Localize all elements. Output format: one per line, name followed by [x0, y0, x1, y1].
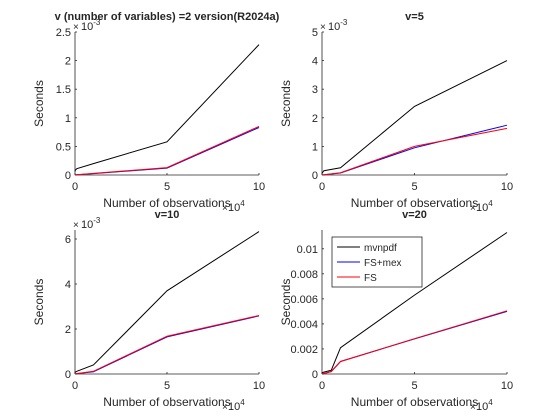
series-line-mvnpdf: [321, 60, 508, 174]
y-tick-label: 0.006: [290, 294, 318, 306]
chart-title: v=5: [405, 11, 424, 23]
series-line-fs: [74, 315, 260, 375]
series-line-fs-mex: [321, 310, 508, 375]
y-exponent-label: 10-3: [328, 18, 348, 33]
y-tick-label: 0.01: [297, 244, 318, 256]
y-tick-label: 2: [312, 113, 318, 125]
x-exponent-power: 4: [488, 199, 493, 208]
x-tick-label: 5: [164, 181, 170, 193]
y-tick-label: 5: [312, 27, 318, 39]
y-axis-label: Seconds: [279, 80, 293, 127]
x-tick-label: 0: [319, 380, 325, 392]
y-tick-label: 1.5: [56, 84, 71, 96]
y-tick-label: 2.5: [56, 27, 71, 39]
y-tick-label: 1: [65, 113, 71, 125]
series-line-mvnpdf: [74, 44, 260, 172]
chart-title: v (number of variables) =2 version(R2024…: [55, 11, 280, 23]
series-line-fs: [74, 125, 260, 176]
x-exponent-power: 4: [240, 398, 245, 407]
series-line-mvnpdf: [74, 231, 260, 374]
x-exponent-power: 4: [240, 199, 245, 208]
y-exponent-times: ×: [320, 22, 326, 33]
x-exponent-times: ×: [470, 203, 476, 214]
y-tick-label: 0: [65, 369, 71, 381]
y-tick-label: 2: [65, 56, 71, 68]
y-tick-label: 0.004: [290, 319, 318, 331]
x-tick-label: 0: [319, 181, 325, 193]
y-exponent-label: 10-3: [81, 216, 101, 231]
y-tick-label: 0.008: [290, 269, 318, 281]
y-axis-label: Seconds: [279, 279, 293, 326]
legend-entry-label: FS: [364, 273, 377, 284]
chart-title: v=20: [402, 209, 427, 221]
y-tick-label: 0.002: [290, 344, 318, 356]
series-line-mvnpdf: [321, 232, 508, 374]
series-line-fs-mex: [74, 315, 260, 375]
x-tick-label: 10: [501, 380, 513, 392]
legend: mvnpdf FS+mex FS: [331, 236, 423, 288]
y-tick-label: 0: [312, 170, 318, 182]
y-tick-label: 4: [312, 56, 318, 68]
series-line-fs: [322, 127, 508, 176]
x-exponent-times: ×: [222, 203, 228, 214]
x-exponent-power: 4: [488, 398, 493, 407]
x-tick-label: 10: [501, 181, 513, 193]
y-tick-label: 3: [312, 84, 318, 96]
x-exponent-label: 104: [476, 199, 493, 214]
y-tick-label: 1: [312, 141, 318, 153]
x-exponent-times: ×: [470, 402, 476, 413]
y-axis-label: Seconds: [32, 279, 46, 326]
legend-entry-label: FS+mex: [364, 258, 402, 269]
y-tick-label: 2: [65, 324, 71, 336]
y-tick-label: 0: [65, 170, 71, 182]
y-exponent-power: -3: [93, 18, 101, 27]
y-tick-label: 6: [65, 234, 71, 246]
y-tick-label: 0.5: [56, 141, 71, 153]
chart-title: v=10: [155, 209, 180, 221]
x-tick-label: 5: [411, 380, 417, 392]
series-line-fs-mex: [322, 124, 508, 176]
x-axis-label: Number of observations: [351, 196, 478, 210]
y-tick-label: 0: [312, 369, 318, 381]
series-line-fs: [321, 310, 508, 375]
y-exponent-times: ×: [73, 220, 79, 231]
y-tick-label: 4: [65, 279, 71, 291]
legend-entry-label: mvnpdf: [364, 243, 397, 254]
x-axis-label: Number of observations: [351, 395, 478, 409]
x-exponent-times: ×: [222, 402, 228, 413]
x-tick-label: 0: [72, 181, 78, 193]
y-exponent-power: -3: [93, 216, 101, 225]
y-exponent-times: ×: [73, 22, 79, 33]
x-tick-label: 5: [411, 181, 417, 193]
y-exponent-power: -3: [340, 18, 348, 27]
subplot-4: 0 5 10 0 0.002 0.004 0.006 0.008 0.01 104× v=20 Num…: [279, 209, 513, 413]
x-axis-label: Number of observations: [103, 196, 230, 210]
y-axis-label: Seconds: [32, 80, 46, 127]
x-tick-label: 10: [253, 380, 265, 392]
x-exponent-label: 104: [476, 398, 493, 413]
x-tick-label: 5: [164, 380, 170, 392]
x-tick-label: 10: [253, 181, 265, 193]
x-axis-label: Number of observations: [103, 395, 230, 409]
x-tick-label: 0: [72, 380, 78, 392]
